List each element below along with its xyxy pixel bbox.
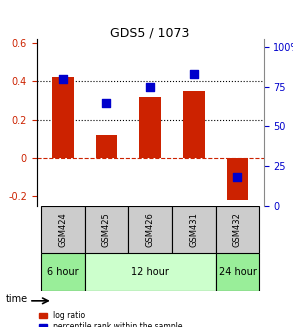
FancyBboxPatch shape	[41, 253, 85, 291]
Bar	[226, 158, 248, 200]
FancyBboxPatch shape	[216, 253, 259, 291]
Point	[235, 174, 240, 180]
Title: GDS5 / 1073: GDS5 / 1073	[110, 26, 190, 39]
Text: GSM425: GSM425	[102, 212, 111, 247]
Bar	[183, 91, 205, 158]
Text: GSM431: GSM431	[189, 212, 198, 247]
Text: 12 hour: 12 hour	[131, 267, 169, 277]
FancyBboxPatch shape	[85, 253, 216, 291]
Point	[60, 76, 65, 81]
FancyBboxPatch shape	[128, 205, 172, 253]
Bar	[52, 77, 74, 158]
Bar	[96, 135, 117, 158]
FancyBboxPatch shape	[41, 205, 85, 253]
Text: 24 hour: 24 hour	[219, 267, 256, 277]
Text: GSM424: GSM424	[58, 212, 67, 247]
Text: GSM432: GSM432	[233, 212, 242, 247]
Legend: log ratio, percentile rank within the sample: log ratio, percentile rank within the sa…	[39, 311, 182, 327]
Text: GSM426: GSM426	[146, 212, 155, 247]
Text: 6 hour: 6 hour	[47, 267, 79, 277]
FancyBboxPatch shape	[172, 205, 216, 253]
Point	[148, 84, 153, 89]
Text: time: time	[6, 294, 28, 304]
FancyBboxPatch shape	[85, 205, 128, 253]
Point	[192, 72, 196, 77]
FancyBboxPatch shape	[216, 205, 259, 253]
Point	[104, 100, 109, 105]
Bar	[139, 96, 161, 158]
